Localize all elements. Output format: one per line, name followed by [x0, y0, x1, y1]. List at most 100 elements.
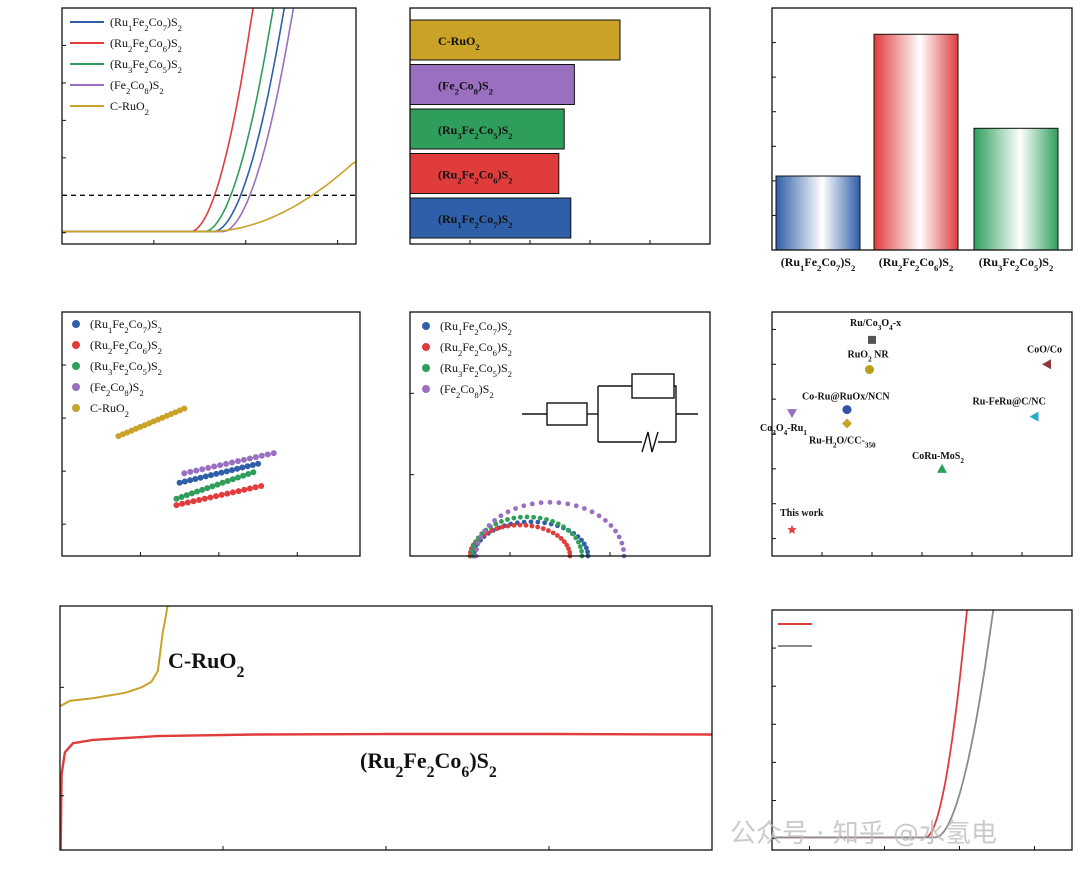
- bar: [775, 175, 861, 251]
- tafel-point: [228, 467, 235, 474]
- nyquist-point: [569, 531, 575, 537]
- tafel-point: [207, 494, 214, 501]
- tafel-point: [252, 454, 259, 461]
- nyquist-point: [531, 514, 537, 520]
- nyquist-point: [482, 528, 487, 534]
- nyquist-point: [505, 523, 511, 529]
- tafel-point: [173, 495, 180, 502]
- nyquist-point: [511, 515, 517, 521]
- nyquist-point: [602, 518, 608, 523]
- literature-point: [865, 365, 874, 375]
- tafel-point: [181, 478, 188, 485]
- nyquist-point: [505, 517, 510, 522]
- bar: [973, 127, 1059, 251]
- nyquist-point: [537, 515, 543, 521]
- tafel-point: [214, 481, 221, 488]
- legend-label: (Ru3Fe2Co5)S2: [110, 57, 182, 75]
- tafel-point: [258, 482, 265, 489]
- tafel-point: [173, 502, 180, 509]
- tafel-point: [199, 486, 206, 493]
- nyquist-point: [529, 501, 535, 507]
- tafel-point: [249, 461, 256, 468]
- nyquist-point: [613, 528, 618, 534]
- point-label: Ru-FeRu@C/NC: [973, 397, 1046, 408]
- nyquist-point: [489, 528, 494, 533]
- nyquist-point: [566, 546, 571, 552]
- a-axes-frame: [61, 7, 357, 245]
- tafel-point: [188, 490, 195, 497]
- tafel-point: [187, 477, 194, 484]
- bar-category-label: (Ru2Fe2Co6)S2: [438, 168, 513, 186]
- legend-marker: [72, 341, 80, 349]
- tafel-point: [219, 479, 226, 486]
- point-label: Co-Ru@RuOx/NCN: [802, 392, 890, 403]
- nyquist-point: [540, 526, 546, 532]
- literature-point: [937, 463, 947, 473]
- tafel-point: [204, 485, 211, 492]
- nyquist-point: [475, 540, 481, 546]
- nyquist-point: [523, 522, 529, 528]
- rct-resistor: [631, 373, 675, 399]
- bar-category-label: (Ru2Fe2Co6)S2: [879, 255, 954, 273]
- tafel-point: [199, 466, 206, 473]
- nyquist-point: [505, 509, 511, 515]
- tafel-point: [202, 473, 209, 480]
- nyquist-point: [561, 524, 566, 530]
- nyquist-point: [550, 519, 555, 524]
- bar: [409, 108, 565, 150]
- tafel-point: [224, 478, 231, 485]
- nyquist-point: [589, 509, 595, 515]
- literature-point: [868, 335, 876, 344]
- nyquist-point: [478, 534, 484, 540]
- bar-category-label: (Fe2Co8)S2: [438, 79, 493, 97]
- circuit-wire: [674, 385, 677, 442]
- bar-category-label: (Ru3Fe2Co5)S2: [979, 255, 1054, 273]
- nyquist-point: [471, 544, 476, 550]
- tafel-point: [264, 451, 271, 458]
- nyquist-point: [561, 539, 567, 545]
- e-axes-frame: [409, 311, 711, 557]
- nyquist-point: [517, 514, 523, 520]
- legend-marker: [72, 362, 80, 370]
- tafel-point: [246, 485, 253, 492]
- nyquist-point: [578, 544, 583, 550]
- tafel-point: [223, 460, 230, 467]
- point-label: Ru-H2O/CC-350: [809, 436, 876, 450]
- point-label: CoRu-MoS2: [912, 451, 964, 465]
- nyquist-point: [499, 519, 504, 524]
- equivalent-circuit: [522, 373, 698, 453]
- nyquist-point: [596, 513, 602, 519]
- legend-label: (Ru3Fe2Co5)S2: [90, 359, 162, 377]
- tafel-point: [196, 496, 203, 503]
- bar-category-label: C-RuO2: [438, 34, 480, 52]
- nyquist-point: [579, 548, 584, 554]
- tafel-point: [190, 498, 197, 505]
- nyquist-point: [564, 542, 570, 548]
- nyquist-point: [513, 506, 519, 511]
- nyquist-point: [585, 549, 590, 555]
- nyquist-point: [608, 523, 614, 528]
- nyquist-point: [621, 547, 626, 552]
- tafel-point: [193, 488, 200, 495]
- literature-point: [1029, 411, 1039, 422]
- legend-label: (Ru2Fe2Co6)S2: [440, 340, 512, 358]
- nyquist-point: [573, 503, 579, 509]
- legend-label: C-RuO2: [90, 401, 129, 419]
- tafel-point: [224, 490, 231, 497]
- tafel-point: [187, 468, 194, 475]
- c-axes-frame: [771, 7, 1073, 251]
- nyquist-point: [474, 547, 479, 552]
- tafel-point: [193, 467, 200, 474]
- tafel-point: [184, 499, 191, 506]
- tafel-point: [250, 469, 257, 476]
- tafel-point: [211, 463, 218, 470]
- nyquist-point: [499, 524, 505, 530]
- tafel-point: [223, 468, 230, 475]
- nyquist-point: [550, 530, 556, 536]
- nyquist-point: [581, 541, 587, 547]
- stability-curve: [59, 732, 713, 851]
- tafel-point: [213, 493, 220, 500]
- legend-label: (Ru1Fe2Co7)S2: [90, 317, 162, 335]
- tafel-point: [229, 489, 236, 496]
